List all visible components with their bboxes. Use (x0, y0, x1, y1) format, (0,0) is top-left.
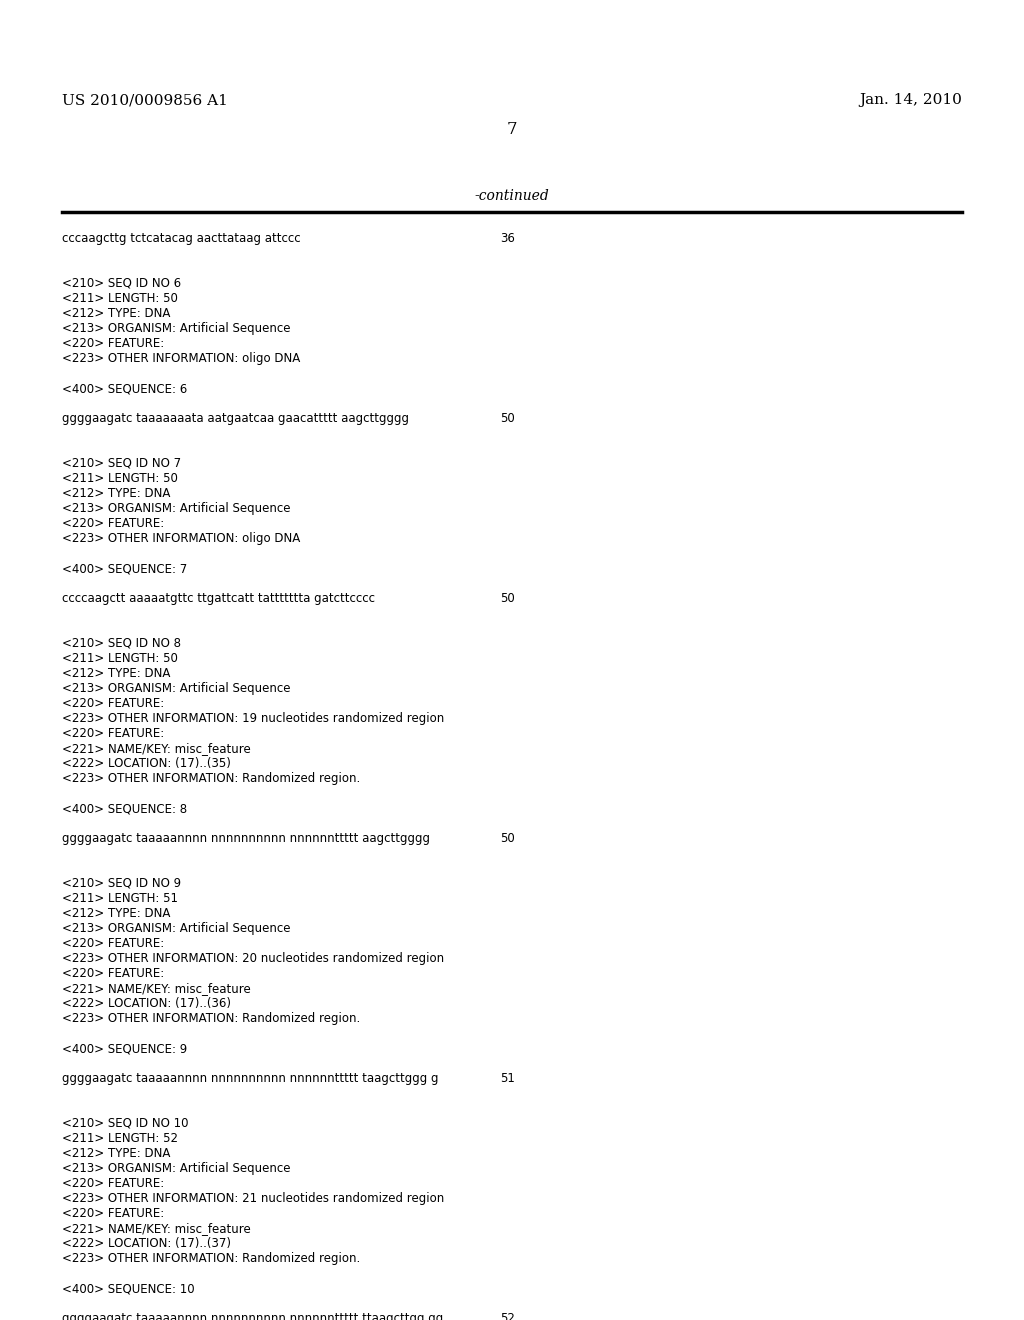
Text: ggggaagatc taaaaannnn nnnnnnnnnn nnnnnnttttt taagcttggg g: ggggaagatc taaaaannnn nnnnnnnnnn nnnnnnt… (62, 1072, 438, 1085)
Text: <220> FEATURE:: <220> FEATURE: (62, 517, 164, 531)
Text: <213> ORGANISM: Artificial Sequence: <213> ORGANISM: Artificial Sequence (62, 502, 291, 515)
Text: <220> FEATURE:: <220> FEATURE: (62, 1177, 164, 1191)
Text: Jan. 14, 2010: Jan. 14, 2010 (859, 92, 962, 107)
Text: <400> SEQUENCE: 7: <400> SEQUENCE: 7 (62, 562, 187, 576)
Text: <210> SEQ ID NO 10: <210> SEQ ID NO 10 (62, 1117, 188, 1130)
Text: <210> SEQ ID NO 9: <210> SEQ ID NO 9 (62, 876, 181, 890)
Text: <212> TYPE: DNA: <212> TYPE: DNA (62, 907, 170, 920)
Text: <223> OTHER INFORMATION: 20 nucleotides randomized region: <223> OTHER INFORMATION: 20 nucleotides … (62, 952, 444, 965)
Text: <220> FEATURE:: <220> FEATURE: (62, 937, 164, 950)
Text: 52: 52 (500, 1312, 515, 1320)
Text: cccaagcttg tctcatacag aacttataag attccc: cccaagcttg tctcatacag aacttataag attccc (62, 232, 301, 246)
Text: <211> LENGTH: 50: <211> LENGTH: 50 (62, 652, 178, 665)
Text: <400> SEQUENCE: 10: <400> SEQUENCE: 10 (62, 1282, 195, 1295)
Text: US 2010/0009856 A1: US 2010/0009856 A1 (62, 92, 228, 107)
Text: <210> SEQ ID NO 6: <210> SEQ ID NO 6 (62, 277, 181, 290)
Text: <223> OTHER INFORMATION: Randomized region.: <223> OTHER INFORMATION: Randomized regi… (62, 1251, 360, 1265)
Text: <223> OTHER INFORMATION: oligo DNA: <223> OTHER INFORMATION: oligo DNA (62, 352, 300, 366)
Text: <213> ORGANISM: Artificial Sequence: <213> ORGANISM: Artificial Sequence (62, 682, 291, 696)
Text: <210> SEQ ID NO 8: <210> SEQ ID NO 8 (62, 638, 181, 649)
Text: <220> FEATURE:: <220> FEATURE: (62, 337, 164, 350)
Text: <211> LENGTH: 50: <211> LENGTH: 50 (62, 292, 178, 305)
Text: <212> TYPE: DNA: <212> TYPE: DNA (62, 487, 170, 500)
Text: <222> LOCATION: (17)..(36): <222> LOCATION: (17)..(36) (62, 997, 231, 1010)
Text: ccccaagctt aaaaatgttc ttgattcatt tattttttta gatcttcccc: ccccaagctt aaaaatgttc ttgattcatt tattttt… (62, 591, 375, 605)
Text: ggggaagatc taaaaaaata aatgaatcaa gaacattttt aagcttgggg: ggggaagatc taaaaaaata aatgaatcaa gaacatt… (62, 412, 409, 425)
Text: <212> TYPE: DNA: <212> TYPE: DNA (62, 1147, 170, 1160)
Text: <220> FEATURE:: <220> FEATURE: (62, 697, 164, 710)
Text: <212> TYPE: DNA: <212> TYPE: DNA (62, 308, 170, 319)
Text: <213> ORGANISM: Artificial Sequence: <213> ORGANISM: Artificial Sequence (62, 322, 291, 335)
Text: <223> OTHER INFORMATION: Randomized region.: <223> OTHER INFORMATION: Randomized regi… (62, 772, 360, 785)
Text: <223> OTHER INFORMATION: 21 nucleotides randomized region: <223> OTHER INFORMATION: 21 nucleotides … (62, 1192, 444, 1205)
Text: ggggaagatc taaaaannnn nnnnnnnnnn nnnnnnttttt ttaagcttgg gg: ggggaagatc taaaaannnn nnnnnnnnnn nnnnnnt… (62, 1312, 443, 1320)
Text: <223> OTHER INFORMATION: 19 nucleotides randomized region: <223> OTHER INFORMATION: 19 nucleotides … (62, 711, 444, 725)
Text: <220> FEATURE:: <220> FEATURE: (62, 727, 164, 741)
Text: -continued: -continued (475, 189, 549, 203)
Text: <210> SEQ ID NO 7: <210> SEQ ID NO 7 (62, 457, 181, 470)
Text: 51: 51 (500, 1072, 515, 1085)
Text: <221> NAME/KEY: misc_feature: <221> NAME/KEY: misc_feature (62, 742, 251, 755)
Text: 36: 36 (500, 232, 515, 246)
Text: <223> OTHER INFORMATION: Randomized region.: <223> OTHER INFORMATION: Randomized regi… (62, 1012, 360, 1026)
Text: <211> LENGTH: 52: <211> LENGTH: 52 (62, 1133, 178, 1144)
Text: <212> TYPE: DNA: <212> TYPE: DNA (62, 667, 170, 680)
Text: <211> LENGTH: 51: <211> LENGTH: 51 (62, 892, 178, 906)
Text: 7: 7 (507, 121, 517, 139)
Text: <220> FEATURE:: <220> FEATURE: (62, 1206, 164, 1220)
Text: <400> SEQUENCE: 8: <400> SEQUENCE: 8 (62, 803, 187, 814)
Text: <221> NAME/KEY: misc_feature: <221> NAME/KEY: misc_feature (62, 1222, 251, 1236)
Text: 50: 50 (500, 412, 515, 425)
Text: <400> SEQUENCE: 9: <400> SEQUENCE: 9 (62, 1041, 187, 1055)
Text: <211> LENGTH: 50: <211> LENGTH: 50 (62, 473, 178, 484)
Text: <400> SEQUENCE: 6: <400> SEQUENCE: 6 (62, 381, 187, 395)
Text: <223> OTHER INFORMATION: oligo DNA: <223> OTHER INFORMATION: oligo DNA (62, 532, 300, 545)
Text: <221> NAME/KEY: misc_feature: <221> NAME/KEY: misc_feature (62, 982, 251, 995)
Text: <213> ORGANISM: Artificial Sequence: <213> ORGANISM: Artificial Sequence (62, 1162, 291, 1175)
Text: ggggaagatc taaaaannnn nnnnnnnnnn nnnnnnttttt aagcttgggg: ggggaagatc taaaaannnn nnnnnnnnnn nnnnnnt… (62, 832, 430, 845)
Text: <222> LOCATION: (17)..(35): <222> LOCATION: (17)..(35) (62, 756, 230, 770)
Text: <222> LOCATION: (17)..(37): <222> LOCATION: (17)..(37) (62, 1237, 231, 1250)
Text: <213> ORGANISM: Artificial Sequence: <213> ORGANISM: Artificial Sequence (62, 921, 291, 935)
Text: <220> FEATURE:: <220> FEATURE: (62, 968, 164, 979)
Text: 50: 50 (500, 832, 515, 845)
Text: 50: 50 (500, 591, 515, 605)
